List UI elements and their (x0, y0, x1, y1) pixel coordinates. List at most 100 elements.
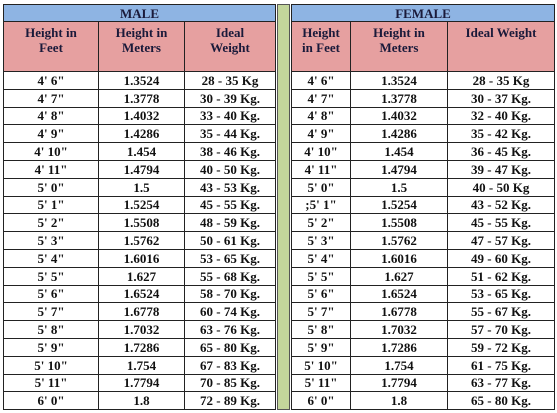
data-row: 5' 4" 1.6016 53 - 65 Kg. (3, 248, 277, 268)
cell: 48 - 59 Kg. (183, 213, 277, 233)
cell: 43 - 52 Kg. (446, 195, 556, 215)
cell: 45 - 55 Kg. (183, 195, 277, 215)
cell: 5' 4" (291, 248, 351, 268)
column-header: Height in Feet (3, 21, 99, 72)
cell: 1.3524 (98, 71, 185, 90)
cell: 30 - 37 Kg. (446, 88, 556, 108)
data-row: 4' 7" 1.3778 30 - 39 Kg. (3, 88, 277, 108)
data-row: 5' 3" 1.5762 50 - 61 Kg. (3, 231, 277, 250)
cell: 4' 8" (3, 106, 99, 126)
cell: 1.7032 (98, 320, 185, 339)
cell: 1.4286 (98, 124, 185, 144)
cell: 51 - 62 Kg. (446, 266, 556, 286)
cell: 38 - 46 Kg. (183, 142, 277, 161)
cell: 65 - 80 Kg. (446, 391, 556, 411)
data-row: 5' 9" 1.7286 59 - 72 Kg. (291, 337, 556, 357)
cell: 1.4794 (350, 159, 448, 179)
column-header-text: Ideal Weight (465, 25, 537, 40)
cell: 4' 10" (3, 142, 99, 161)
cell: 58 - 70 Kg. (183, 284, 277, 304)
cell: 4' 7" (291, 88, 351, 108)
cell: 4' 11" (291, 159, 351, 179)
data-row: 5' 2" 1.5508 48 - 59 Kg. (3, 213, 277, 233)
cell: 1.7286 (98, 337, 185, 357)
cell: 1.8 (350, 391, 448, 411)
cell: 60 - 74 Kg. (183, 302, 277, 322)
cell: 5' 7" (291, 302, 351, 322)
cell: 35 - 42 Kg. (446, 124, 556, 144)
cell: 1.627 (350, 266, 448, 286)
cell: 1.3778 (350, 88, 448, 108)
column-header-text: Ideal Weight (210, 25, 250, 55)
data-row: 4' 8" 1.4032 32 - 40 Kg. (291, 106, 556, 126)
cell: 1.4286 (350, 124, 448, 144)
cell: 65 - 80 Kg. (183, 337, 277, 357)
cell: 5' 6" (291, 284, 351, 304)
cell: 53 - 65 Kg. (183, 248, 277, 268)
cell: 5' 7" (3, 302, 99, 322)
table-title: FEMALE (290, 4, 556, 22)
cell: 1.5254 (350, 195, 448, 215)
data-row: 5' 4" 1.6016 49 - 60 Kg. (291, 248, 556, 268)
cell: 33 - 40 Kg. (183, 106, 277, 126)
cell: 5' 8" (3, 320, 99, 339)
cell: 5' 11" (3, 373, 99, 393)
cell: 4' 6" (3, 71, 99, 90)
cell: 5' 2" (291, 213, 351, 233)
cell: 1.3778 (98, 88, 185, 108)
cell: 5' 1" (3, 195, 99, 215)
cell: 28 - 35 Kg (446, 71, 556, 90)
column-header: Height in Feet (291, 21, 351, 72)
cell: 1.8 (98, 391, 185, 411)
cell: 1.5 (98, 177, 185, 197)
separator (277, 4, 290, 410)
cell: 6' 0" (291, 391, 351, 411)
header-row: Height in Feet Height in Meters Ideal Weig… (291, 21, 556, 72)
data-row: 5' 10" 1.754 61 - 75 Kg. (291, 355, 556, 375)
cell: 1.7794 (98, 373, 185, 393)
data-row: 5' 5" 1.627 55 - 68 Kg. (3, 266, 277, 286)
cell: 1.5 (350, 177, 448, 197)
cell: 1.6524 (98, 284, 185, 304)
cell: 63 - 77 Kg. (446, 373, 556, 393)
cell: 40 - 50 Kg. (183, 159, 277, 179)
data-row: 6' 0" 1.8 72 - 89 Kg. (3, 391, 277, 411)
cell: 1.5508 (98, 213, 185, 233)
cell: 63 - 76 Kg. (183, 320, 277, 339)
data-row: 5' 8" 1.7032 57 - 70 Kg. (291, 320, 556, 339)
cell: 39 - 47 Kg. (446, 159, 556, 179)
cell: 1.6778 (98, 302, 185, 322)
cell: 40 - 50 Kg (446, 177, 556, 197)
cell: 1.754 (98, 355, 185, 375)
cell: 5' 11" (291, 373, 351, 393)
data-row: 5' 11" 1.7794 70 - 85 Kg. (3, 373, 277, 393)
cell: 1.454 (350, 142, 448, 161)
cell: 72 - 89 Kg. (183, 391, 277, 411)
male-table: MALE Height in Feet Height in Meters Ideal … (2, 4, 277, 411)
cell: 5' 8" (291, 320, 351, 339)
cell: 55 - 67 Kg. (446, 302, 556, 322)
cell: 4' 9" (291, 124, 351, 144)
cell: 1.5762 (98, 231, 185, 250)
header-row: Height in Feet Height in Meters Ideal Weig… (3, 21, 277, 72)
cell: 1.754 (350, 355, 448, 375)
cell: 50 - 61 Kg. (183, 231, 277, 250)
cell: 1.7794 (350, 373, 448, 393)
data-row: 5' 9" 1.7286 65 - 80 Kg. (3, 337, 277, 357)
column-header: Height in Meters (350, 21, 448, 72)
cell: 5' 9" (3, 337, 99, 357)
female-table: FEMALE Height in Feet Height in Meters Idea… (290, 4, 556, 411)
table-title: MALE (2, 4, 277, 22)
cell: 4' 10" (291, 142, 351, 161)
cell: 1.7286 (350, 337, 448, 357)
cell: 5' 5" (291, 266, 351, 286)
column-header-text: Height in Feet (302, 25, 340, 55)
data-row: 4' 11" 1.4794 39 - 47 Kg. (291, 159, 556, 179)
cell: 35 - 44 Kg. (183, 124, 277, 144)
cell: 5' 9" (291, 337, 351, 357)
data-row: 5' 11" 1.7794 63 - 77 Kg. (291, 373, 556, 393)
cell: 1.5254 (98, 195, 185, 215)
data-row: 4' 8" 1.4032 33 - 40 Kg. (3, 106, 277, 126)
cell: 1.627 (98, 266, 185, 286)
cell: 5' 0" (3, 177, 99, 197)
